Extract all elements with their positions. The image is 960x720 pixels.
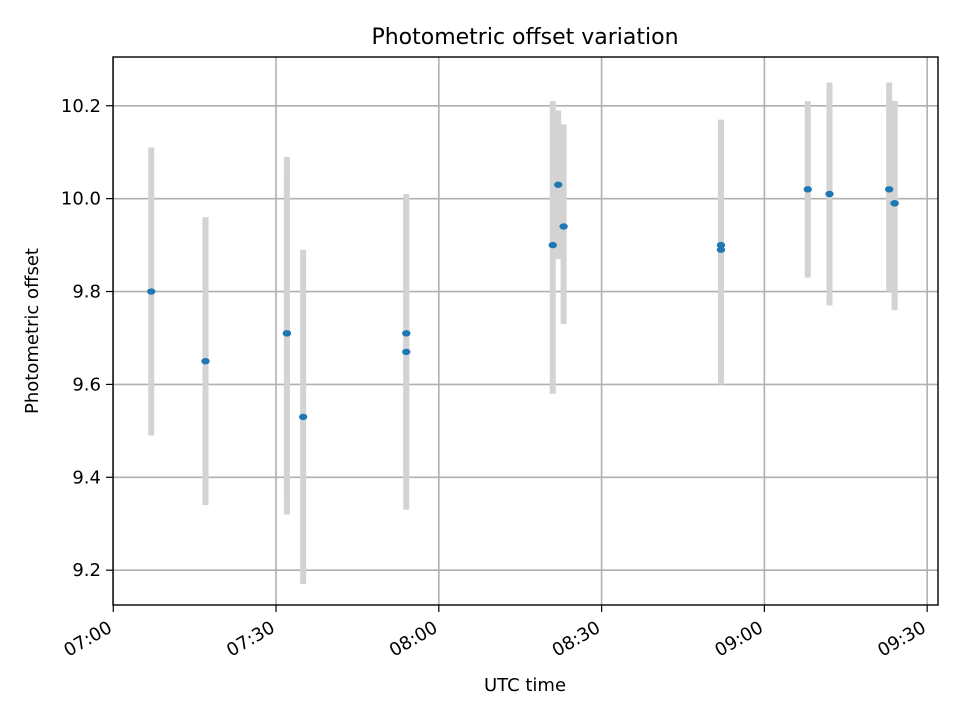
data-point — [716, 246, 726, 253]
y-tick-label: 9.4 — [72, 467, 101, 488]
data-point — [803, 186, 812, 193]
data-point — [548, 241, 557, 249]
x-axis-label: UTC time — [484, 675, 566, 696]
y-tick-label: 9.2 — [72, 560, 101, 581]
data-point — [716, 241, 726, 249]
y-tick-label: 10.2 — [61, 96, 101, 117]
data-points — [147, 181, 899, 421]
plot-frame — [112, 56, 939, 606]
y-tick-label: 10.0 — [61, 189, 101, 210]
chart-title: Photometric offset variation — [371, 25, 678, 50]
data-point — [559, 223, 568, 230]
data-point — [884, 186, 894, 193]
data-point — [402, 330, 411, 337]
data-point — [201, 357, 210, 365]
data-point — [825, 190, 834, 198]
data-point — [147, 288, 156, 295]
data-point — [402, 348, 411, 356]
y-tick-label: 9.6 — [72, 374, 101, 395]
y-tick-label: 9.8 — [72, 282, 101, 303]
data-point — [282, 330, 292, 337]
data-point — [890, 200, 899, 207]
data-point — [298, 413, 308, 421]
data-point — [553, 181, 563, 188]
y-axis: 9.2 9.4 9.6 9.8 10.0 10.2 — [61, 96, 113, 581]
y-axis-label: Photometric offset — [22, 248, 43, 414]
grid — [112, 57, 938, 605]
